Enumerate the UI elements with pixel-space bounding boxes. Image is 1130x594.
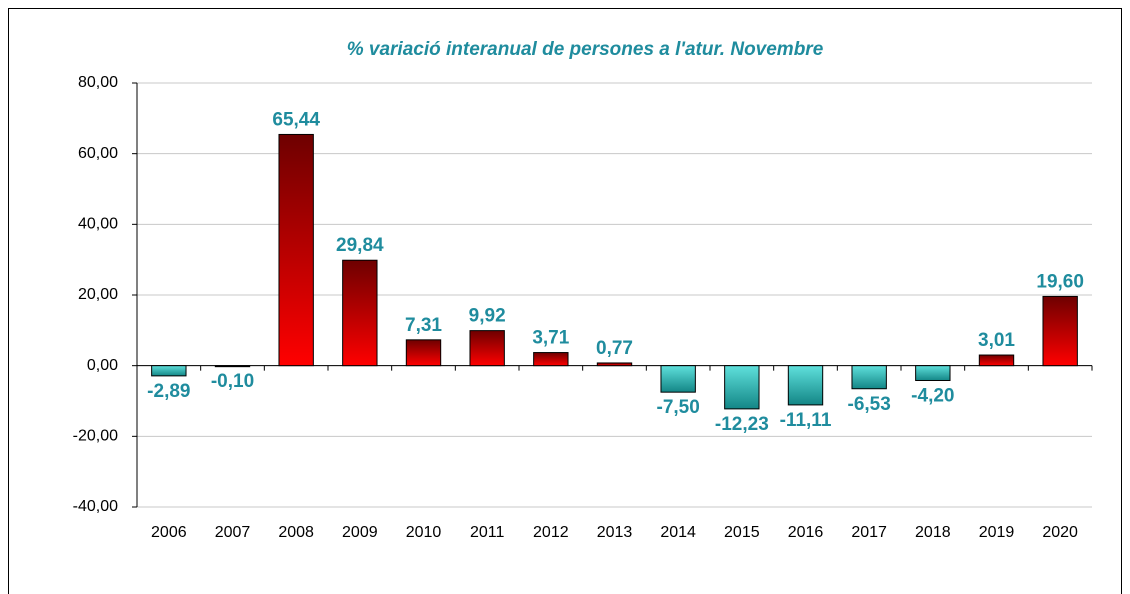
value-label: 3,01 xyxy=(978,330,1015,351)
x-tick-label: 2018 xyxy=(915,524,951,541)
bar xyxy=(278,133,314,367)
x-tick-label: 2013 xyxy=(597,524,633,541)
bar xyxy=(660,365,696,393)
y-tick-label: -20,00 xyxy=(73,428,118,445)
bar xyxy=(978,354,1015,367)
bar xyxy=(214,365,251,368)
x-tick-label: 2009 xyxy=(342,524,378,541)
x-tick-label: 2015 xyxy=(724,524,760,541)
value-label: 29,84 xyxy=(336,235,384,256)
bar xyxy=(1042,295,1078,367)
value-label: 3,71 xyxy=(532,328,569,349)
x-tick-label: 2006 xyxy=(151,524,187,541)
bar xyxy=(851,365,887,390)
x-tick-label: 2016 xyxy=(788,524,824,541)
x-tick-label: 2020 xyxy=(1042,524,1078,541)
bar xyxy=(724,365,760,410)
x-tick-label: 2011 xyxy=(470,524,505,541)
bar xyxy=(469,330,505,367)
value-label: -7,50 xyxy=(657,397,700,418)
bar xyxy=(151,365,187,377)
value-label: -12,23 xyxy=(715,414,769,435)
y-tick-label: 60,00 xyxy=(78,145,118,162)
y-tick-label: -40,00 xyxy=(73,498,118,515)
value-label: 0,77 xyxy=(596,338,633,359)
bar xyxy=(596,362,633,367)
y-tick-label: 40,00 xyxy=(78,216,118,233)
bar xyxy=(787,365,824,406)
value-label: -6,53 xyxy=(848,394,891,415)
x-tick-label: 2010 xyxy=(406,524,442,541)
chart-frame xyxy=(8,8,1122,594)
y-tick-label: 20,00 xyxy=(78,286,118,303)
bar xyxy=(342,259,378,367)
y-tick-label: 80,00 xyxy=(78,74,118,91)
value-label: 19,60 xyxy=(1036,271,1084,292)
x-tick-label: 2019 xyxy=(979,524,1015,541)
bar xyxy=(915,365,951,382)
x-tick-label: 2007 xyxy=(215,524,251,541)
value-label: -0,10 xyxy=(211,371,254,392)
bar xyxy=(533,352,569,367)
y-tick-label: 0,00 xyxy=(87,357,118,374)
x-tick-label: 2014 xyxy=(660,524,696,541)
value-label: -11,11 xyxy=(780,410,832,431)
value-label: 9,92 xyxy=(469,306,506,327)
x-tick-label: 2008 xyxy=(278,524,314,541)
x-tick-label: 2012 xyxy=(533,524,569,541)
bar xyxy=(405,339,442,367)
chart-title: % variació interanual de persones a l'at… xyxy=(347,39,824,60)
value-label: -2,89 xyxy=(147,381,190,402)
x-tick-label: 2017 xyxy=(851,524,887,541)
value-label: 65,44 xyxy=(272,109,320,130)
value-label: 7,31 xyxy=(405,315,442,336)
value-label: -4,20 xyxy=(911,386,954,407)
